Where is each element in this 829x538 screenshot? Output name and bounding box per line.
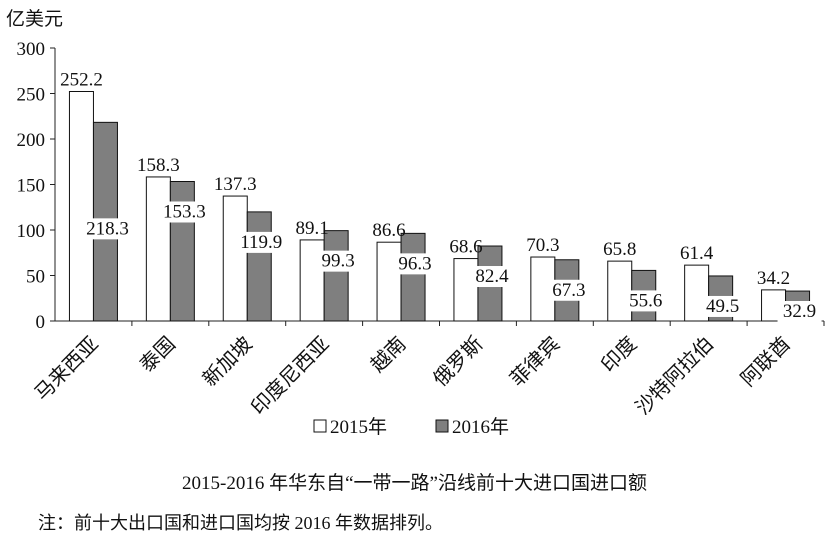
y-tick-label: 50	[26, 267, 45, 288]
x-category-label: 新加坡	[198, 332, 257, 391]
bar-2015	[145, 176, 171, 322]
data-label-2016: 96.3	[398, 253, 431, 274]
x-category-label: 印度尼西亚	[247, 332, 334, 419]
chart-title: 2015-2016 年华东自“一带一路”沿线前十大进口国进口额	[182, 473, 647, 494]
legend-label-2016: 2016年	[452, 416, 509, 438]
data-label-bg	[623, 290, 668, 312]
bar-2016	[323, 230, 349, 322]
y-tick-label: 150	[17, 176, 46, 197]
x-category-label: 俄罗斯	[429, 332, 488, 391]
x-category-label: 马来西亚	[30, 332, 103, 405]
chart-axes: 0 50 100 150 200 250 300	[17, 39, 825, 333]
x-category-label: 阿联酋	[736, 332, 795, 391]
chart-note: 注：前十大出口国和进口国均按 2016 年数据排列。	[38, 513, 443, 533]
x-category-label: 沙特阿拉伯	[631, 332, 718, 419]
data-label-2015: 61.4	[680, 243, 714, 264]
data-label-2016: 153.3	[163, 201, 206, 222]
x-category-label: 菲律宾	[506, 332, 565, 391]
data-label-bg	[777, 301, 822, 322]
data-label-2016: 218.3	[86, 218, 129, 239]
legend-label-2015: 2015年	[330, 416, 387, 438]
y-axis-unit-label: 亿美元	[6, 9, 64, 30]
data-label-2016: 119.9	[240, 232, 282, 253]
bar-2015	[222, 195, 248, 322]
data-label-2016: 82.4	[475, 266, 509, 287]
data-label-2016: 32.9	[783, 301, 816, 322]
data-label-bg	[393, 253, 438, 275]
y-tick-label: 200	[17, 130, 46, 151]
data-label-2016: 67.3	[552, 280, 585, 301]
data-label-2016: 99.3	[322, 251, 355, 272]
data-label-bg	[316, 250, 361, 272]
y-tick-label: 100	[17, 221, 46, 242]
y-tick-label: 250	[17, 85, 46, 106]
x-category-label: 越南	[366, 332, 411, 377]
data-label-2015: 89.1	[296, 218, 329, 239]
data-label-2015: 252.2	[60, 69, 103, 90]
data-label-2015: 34.2	[757, 268, 790, 289]
data-label-2016: 55.6	[629, 290, 662, 311]
data-label-2015: 86.6	[372, 220, 405, 241]
data-label-2015: 158.3	[137, 155, 180, 176]
data-label-bg	[162, 201, 207, 223]
x-category-label: 泰国	[135, 332, 180, 377]
data-label-bg	[546, 279, 591, 301]
bar-2016	[400, 232, 426, 322]
chart-legend: 2015年 2016年	[313, 416, 509, 438]
legend-swatch-2015	[313, 419, 327, 433]
y-tick-label: 300	[17, 39, 46, 60]
y-tick-label: 0	[36, 312, 46, 333]
data-label-2016: 49.5	[706, 296, 739, 317]
data-label-bg	[700, 295, 745, 317]
data-label-2015: 70.3	[526, 235, 559, 256]
data-label-2015: 137.3	[214, 174, 257, 195]
legend-swatch-2016	[435, 419, 449, 433]
data-label-2015: 68.6	[449, 237, 482, 258]
data-label-bg	[469, 266, 514, 288]
data-label-2015: 65.8	[603, 239, 636, 260]
data-label-bg	[239, 231, 284, 253]
bar-2016	[246, 211, 272, 322]
data-label-bg	[85, 218, 130, 240]
x-category-label: 印度	[597, 332, 642, 377]
bar-2015	[68, 90, 94, 322]
